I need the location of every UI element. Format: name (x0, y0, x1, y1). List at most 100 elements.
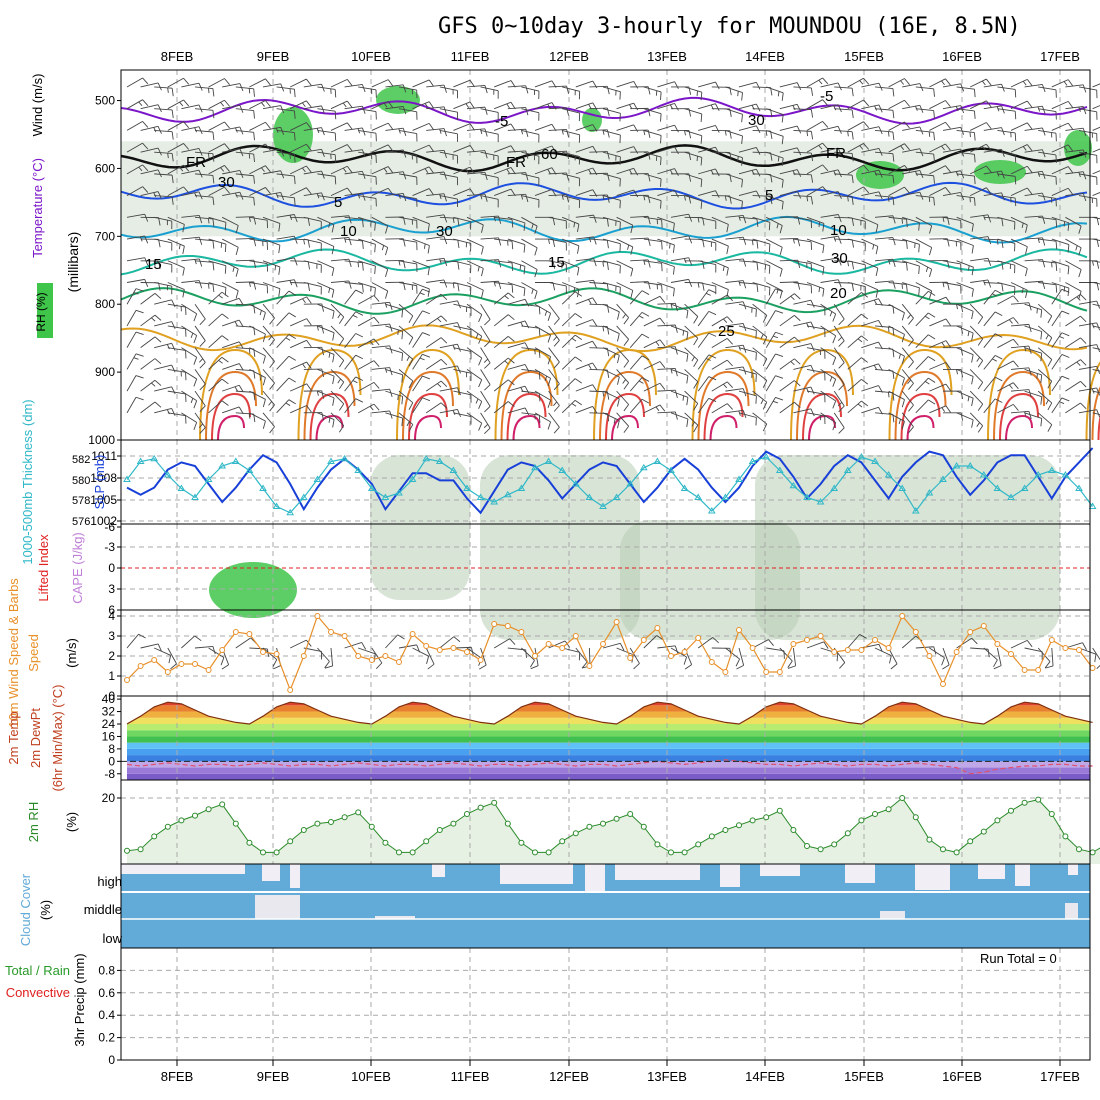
wind-barb (276, 312, 290, 327)
wind-barb (602, 195, 621, 201)
wind-barb-flag (193, 335, 198, 344)
wind-barb (929, 143, 946, 153)
wind-speed-point (572, 633, 579, 639)
wind-barb-flag (1042, 259, 1046, 268)
wind-barb-flag (755, 169, 761, 177)
wind-barb-flag (224, 78, 230, 85)
wind-barb-flag (861, 335, 869, 342)
wind-barb (1065, 127, 1084, 131)
wind-barb-flag (693, 403, 699, 411)
y-axis-label: Lifted Index (36, 534, 51, 602)
wind-barb-flag (779, 268, 783, 277)
wind-barb-flag (606, 151, 610, 160)
rh-point (940, 846, 946, 853)
wind-barb-flag (484, 128, 488, 137)
wind-barb-flag (212, 262, 215, 271)
wind-barb (371, 410, 390, 414)
wind-barb (643, 108, 662, 115)
wind-barb (806, 368, 825, 373)
wind-barb (888, 390, 905, 400)
wind-barb-flag (627, 244, 630, 250)
wind-barb (181, 303, 197, 315)
wind-barb (697, 289, 710, 305)
wind-barb (249, 100, 266, 110)
thickness-point (612, 493, 621, 500)
wind-barb (970, 214, 989, 218)
wind-barb-flag (253, 132, 255, 141)
wind-barb-flag (373, 338, 380, 346)
wind-barb-flag (822, 223, 825, 232)
wind-barb (1065, 282, 1082, 292)
wind-barb (154, 647, 171, 656)
y-tick-label: 700 (95, 229, 115, 243)
wind-barb-flag (684, 664, 692, 670)
wind-barb (357, 403, 375, 414)
wind-barb-flag (810, 408, 815, 417)
wind-barb (630, 215, 649, 218)
wind-barb (493, 379, 509, 392)
wind-barb-flag (278, 288, 281, 297)
wind-barb (480, 215, 499, 218)
wind-barb (643, 216, 662, 221)
wind-barb-flag (398, 193, 401, 199)
wind-barb (548, 238, 567, 243)
wind-barb (997, 238, 1015, 244)
wind-barb-flag (306, 187, 312, 195)
wind-barb (317, 282, 335, 291)
wind-barb-flag (760, 399, 764, 405)
wind-barb (1065, 315, 1081, 327)
wind-barb (154, 260, 172, 265)
wind-barb (330, 78, 348, 88)
wind-barb (222, 297, 240, 305)
wind-barb (262, 148, 281, 153)
wind-barb-flag (892, 197, 895, 206)
wind-barb (521, 647, 535, 661)
wind-barb-flag (1078, 225, 1082, 234)
wind-barb (915, 334, 929, 348)
wind-barb-flag (306, 405, 312, 413)
cloud-gap-high (262, 864, 280, 881)
wind-barb (983, 333, 996, 348)
wind-barb (820, 104, 839, 110)
wind-barb (194, 645, 213, 649)
wind-barb-flag (484, 406, 491, 413)
wind-barb (616, 80, 634, 88)
wind-barb-flag (1024, 346, 1027, 352)
wind-barb-flag (726, 338, 733, 345)
wind-speed-point (246, 631, 253, 637)
wind-barb (126, 278, 145, 283)
wind-barb (344, 149, 363, 153)
wind-speed-point (504, 623, 511, 629)
surface-isotherm (987, 348, 1051, 441)
wind-barb-flag (221, 291, 229, 298)
wind-barb (575, 189, 593, 197)
wind-barb (548, 85, 567, 88)
wind-barb-flag (316, 390, 319, 396)
wind-barb (548, 282, 567, 287)
wind-barb-flag (437, 318, 442, 323)
wind-barb-flag (641, 355, 650, 361)
wind-barb (779, 281, 798, 283)
wind-barb (983, 289, 996, 305)
wind-barb-flag (837, 169, 842, 178)
y-tick-label: 40 (102, 692, 116, 706)
wind-barb (630, 259, 649, 262)
wind-barb (888, 186, 905, 196)
wind-barb (154, 108, 173, 111)
thickness-point (585, 493, 594, 500)
rh-point (722, 827, 729, 833)
wind-barb (1078, 108, 1097, 113)
wind-barb (521, 86, 540, 92)
wind-barb (575, 102, 593, 110)
y-tick-label: 3 (108, 629, 115, 643)
wind-barb (344, 192, 363, 197)
y-axis-label: 3hr Precip (mm) (72, 953, 87, 1046)
wind-barb (303, 105, 322, 110)
rh-point (736, 822, 742, 829)
wind-barb-flag (945, 318, 951, 326)
wind-barb-flag (232, 266, 235, 272)
wind-barb-flag (700, 157, 703, 166)
wind-barb-flag (622, 313, 626, 319)
wind-barb (684, 412, 699, 426)
wind-speed-point (858, 647, 865, 653)
